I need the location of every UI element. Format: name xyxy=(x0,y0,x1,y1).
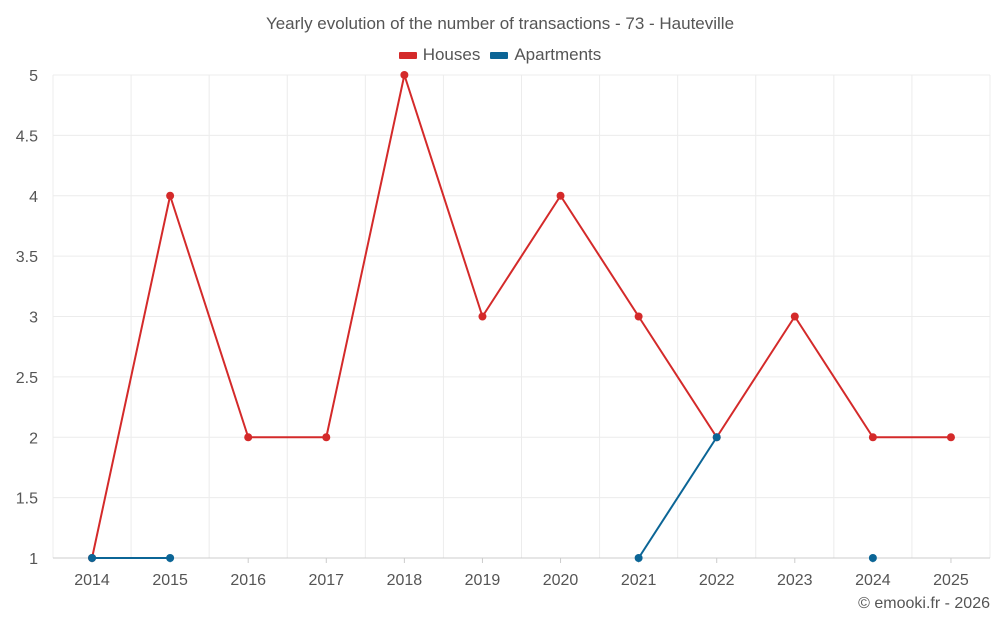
legend-swatch-houses xyxy=(398,51,417,59)
y-tick-label: 1.5 xyxy=(16,491,38,508)
legend-item-apartments[interactable]: Apartments xyxy=(490,45,601,65)
x-tick-label: 2015 xyxy=(152,572,188,589)
data-point-houses[interactable] xyxy=(244,433,253,442)
x-tick-label: 2021 xyxy=(621,572,657,589)
y-tick-label: 1 xyxy=(29,551,38,568)
credit-text: © emooki.fr - 2026 xyxy=(858,595,990,612)
data-point-houses[interactable] xyxy=(478,312,487,321)
y-tick-label: 5 xyxy=(29,68,38,85)
legend-label-houses: Houses xyxy=(422,45,481,64)
data-point-apartments[interactable] xyxy=(712,433,721,442)
y-tick-label: 4 xyxy=(29,189,38,206)
legend: Houses Apartments xyxy=(0,45,1000,65)
series-layer xyxy=(88,71,955,562)
x-tick-label: 2023 xyxy=(777,572,813,589)
data-point-houses[interactable] xyxy=(634,312,643,321)
data-point-apartments[interactable] xyxy=(634,554,643,562)
x-tick-label: 2014 xyxy=(74,572,110,589)
x-tick-label: 2022 xyxy=(699,572,735,589)
grid xyxy=(52,74,991,559)
chart-title: Yearly evolution of the number of transa… xyxy=(265,14,735,33)
data-point-houses[interactable] xyxy=(322,433,331,442)
y-tick-label: 4.5 xyxy=(16,128,38,145)
legend-label-apartments: Apartments xyxy=(514,45,602,64)
axes: 1 1.5 2 2.5 3 3.5 4 4.5 5 2014 2015 2016 2017 2018 201… xyxy=(16,68,990,589)
data-point-houses[interactable] xyxy=(868,433,877,442)
y-tick-label: 3.5 xyxy=(16,249,38,266)
x-tick-label: 2019 xyxy=(465,572,501,589)
x-tick-label: 2018 xyxy=(387,572,423,589)
data-point-houses[interactable] xyxy=(166,191,175,200)
y-tick-label: 2 xyxy=(29,430,38,447)
x-tick-label: 2024 xyxy=(855,572,891,589)
x-tick-label: 2025 xyxy=(933,572,969,589)
series-line-houses xyxy=(91,74,951,559)
data-point-apartments[interactable] xyxy=(166,554,175,562)
series-line-apartments xyxy=(637,436,718,559)
data-point-houses[interactable] xyxy=(556,191,565,200)
legend-item-houses[interactable]: Houses xyxy=(398,45,481,65)
y-tick-label: 3 xyxy=(29,310,38,327)
data-point-apartments[interactable] xyxy=(868,554,877,562)
y-tick-label: 2.5 xyxy=(16,370,38,387)
data-point-houses[interactable] xyxy=(790,312,799,321)
legend-swatch-apartments xyxy=(490,51,509,59)
x-tick-label: 2020 xyxy=(543,572,579,589)
data-point-apartments[interactable] xyxy=(88,554,97,562)
x-tick-label: 2017 xyxy=(308,572,344,589)
data-point-houses[interactable] xyxy=(400,71,409,79)
x-tick-label: 2016 xyxy=(230,572,266,589)
data-point-houses[interactable] xyxy=(946,433,955,442)
